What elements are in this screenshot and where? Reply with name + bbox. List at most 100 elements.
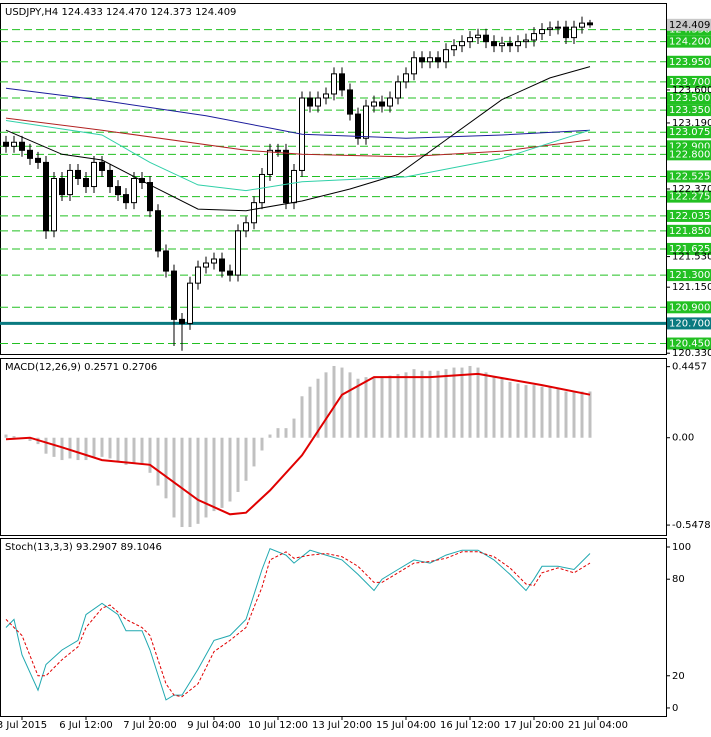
series-line bbox=[5, 87, 591, 139]
y-tick-label: 0.00 bbox=[672, 433, 694, 444]
candle-body bbox=[283, 149, 289, 204]
histogram-bar bbox=[68, 437, 72, 459]
candle-body bbox=[3, 141, 9, 147]
candle-body bbox=[59, 178, 65, 196]
histogram-bar bbox=[532, 385, 536, 438]
histogram-bar bbox=[292, 418, 296, 438]
histogram-bar bbox=[564, 391, 568, 438]
y-tick-label: 123.600 bbox=[672, 85, 711, 96]
candle-body bbox=[323, 93, 329, 99]
histogram-bar bbox=[516, 383, 520, 438]
histogram-bar bbox=[244, 437, 248, 481]
histogram-bar bbox=[196, 437, 200, 524]
level-label-box bbox=[667, 126, 711, 139]
y-tick-label: 0.4457 bbox=[672, 362, 707, 373]
candle-body bbox=[107, 169, 113, 188]
candle-body bbox=[427, 57, 433, 63]
y-tick-label: 0 bbox=[672, 703, 678, 714]
histogram-bar bbox=[420, 370, 424, 438]
candle-body bbox=[275, 149, 281, 152]
candle-body bbox=[571, 26, 577, 39]
histogram-bar bbox=[172, 437, 176, 518]
histogram-bar bbox=[156, 437, 160, 486]
histogram-bar bbox=[588, 391, 592, 438]
candle-body bbox=[523, 39, 529, 43]
histogram-bar bbox=[396, 373, 400, 438]
y-tick-label: 122.370 bbox=[672, 184, 711, 195]
candle-body bbox=[339, 73, 345, 91]
price-frame bbox=[0, 3, 667, 355]
x-tick-label: 13 Jul 20:00 bbox=[312, 720, 372, 731]
histogram-bar bbox=[140, 437, 144, 465]
candle-body bbox=[179, 318, 185, 324]
candle-body bbox=[227, 270, 233, 276]
y-tick-label: 100 bbox=[672, 542, 691, 553]
level-label: 123.950 bbox=[669, 57, 710, 68]
candle-body bbox=[315, 97, 321, 107]
candle-body bbox=[123, 194, 129, 204]
panel-title: USDJPY,H4 124.433 124.470 124.373 124.40… bbox=[5, 7, 236, 18]
level-label-box bbox=[667, 242, 711, 255]
histogram-bar bbox=[316, 378, 320, 438]
candle-body bbox=[155, 210, 161, 252]
candle-body bbox=[555, 26, 561, 29]
candle-body bbox=[451, 45, 457, 51]
histogram-bar bbox=[236, 437, 240, 492]
histogram-bar bbox=[84, 437, 88, 461]
candle-body bbox=[51, 178, 57, 232]
level-label: 121.625 bbox=[669, 244, 710, 255]
x-tick-label: 10 Jul 12:00 bbox=[248, 720, 308, 731]
candle-body bbox=[115, 186, 121, 196]
macd-frame bbox=[0, 358, 667, 536]
series-line bbox=[5, 120, 591, 192]
histogram-bar bbox=[220, 437, 224, 508]
level-label-box bbox=[667, 148, 711, 161]
histogram-bar bbox=[204, 437, 208, 518]
histogram-bar bbox=[388, 375, 392, 438]
stoch-frame bbox=[0, 538, 667, 717]
candle-body bbox=[91, 161, 97, 188]
histogram-bar bbox=[444, 369, 448, 438]
histogram-bar bbox=[484, 372, 488, 438]
candle-body bbox=[563, 26, 569, 39]
histogram-bar bbox=[284, 428, 288, 438]
y-tick-label: 123.190 bbox=[672, 118, 711, 129]
level-label: 123.700 bbox=[669, 77, 710, 88]
candle-body bbox=[355, 113, 361, 139]
candle-body bbox=[587, 22, 593, 26]
candle-body bbox=[419, 57, 425, 63]
series-line bbox=[5, 66, 591, 212]
histogram-bar bbox=[556, 388, 560, 438]
histogram-bar bbox=[524, 385, 528, 438]
histogram-bar bbox=[252, 437, 256, 467]
candle-body bbox=[267, 149, 273, 175]
histogram-bar bbox=[12, 436, 16, 438]
histogram-bar bbox=[76, 437, 80, 461]
histogram-bar bbox=[436, 370, 440, 438]
level-label: 122.900 bbox=[669, 141, 710, 152]
candle-body bbox=[331, 73, 337, 95]
level-label: 122.275 bbox=[669, 192, 710, 203]
histogram-bar bbox=[412, 369, 416, 438]
y-tick-label: 20 bbox=[672, 671, 685, 682]
level-label: 121.300 bbox=[669, 270, 710, 281]
x-tick-label: 7 Jul 20:00 bbox=[123, 720, 177, 731]
level-label: 123.075 bbox=[669, 127, 710, 138]
candle-body bbox=[131, 178, 137, 204]
candle-body bbox=[147, 182, 153, 212]
y-tick-label: 121.530 bbox=[672, 252, 711, 263]
x-tick-label: 15 Jul 04:00 bbox=[376, 720, 436, 731]
histogram-bar bbox=[340, 367, 344, 438]
level-label-box bbox=[667, 269, 711, 282]
histogram-bar bbox=[108, 437, 112, 459]
histogram-bar bbox=[228, 437, 232, 502]
histogram-bar bbox=[180, 437, 184, 528]
histogram-bar bbox=[260, 437, 264, 451]
y-tick-label: 120.330 bbox=[672, 348, 711, 359]
candle-body bbox=[531, 33, 537, 41]
candle-body bbox=[403, 73, 409, 83]
x-tick-label: 16 Jul 12:00 bbox=[440, 720, 500, 731]
candle-body bbox=[99, 161, 105, 171]
current-price-label: 124.409 bbox=[669, 20, 710, 31]
candle-body bbox=[219, 258, 225, 272]
